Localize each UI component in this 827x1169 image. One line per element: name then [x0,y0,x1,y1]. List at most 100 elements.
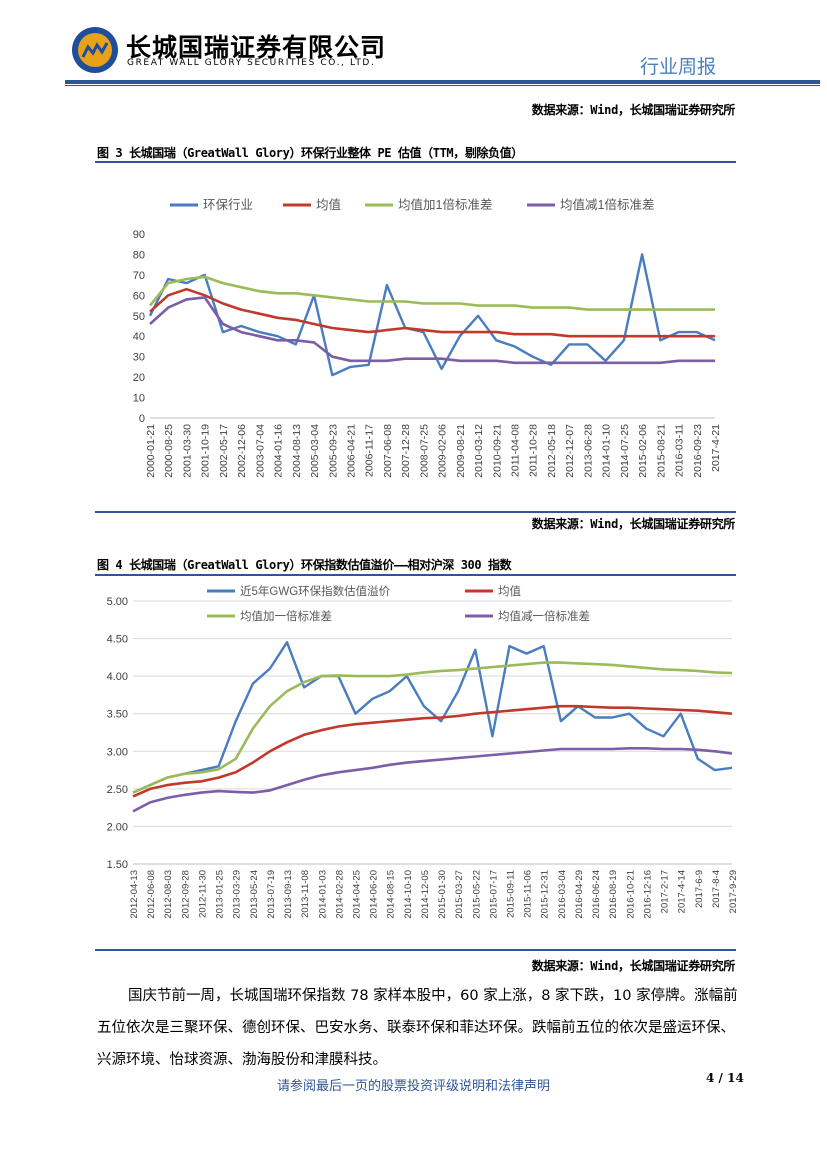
y-tick-label-4: 3.00 [107,746,128,758]
x-tick-label-31: 2016-09-23 [692,424,704,478]
x-tick-label-10: 2005-03-04 [309,424,321,478]
y-tick-label-1: 0 [139,413,145,425]
x-tick-label-28: 2016-06-24 [591,870,602,919]
x-tick-label-16: 2008-07-25 [418,424,430,478]
legend-label-3: 均值加一倍标准差 [240,609,332,623]
header-divider-thin [65,85,820,86]
figure-4-title: 图 4 长城国瑞（GreatWall Glory）环保指数估值溢价——相对沪深 … [97,558,512,572]
x-tick-label-9: 2004-08-13 [291,424,303,478]
page-number: 4 / 14 [706,1071,744,1085]
legend-label-2: 均值 [498,585,521,598]
x-tick-label-16: 2014-08-15 [386,870,397,919]
data-source-fig4: 数据来源：Wind，长城国瑞证券研究所 [531,959,736,973]
x-tick-label-22: 2011-10-28 [528,424,540,477]
series-line-4 [149,296,715,365]
y-tick-label-1: 1.50 [107,859,128,871]
x-tick-label-26: 2016-03-04 [557,870,568,919]
x-tick-label-25: 2013-06-28 [582,424,594,478]
x-tick-label-17: 2014-10-10 [403,870,414,919]
x-tick-label-12: 2014-01-03 [317,870,328,919]
x-tick-label-24: 2012-12-07 [564,424,576,478]
legend-label-2: 均值 [316,197,341,212]
x-tick-label-6: 2002-12-06 [236,424,248,478]
legend-label-1: 环保行业 [203,198,253,212]
series-line-3 [132,661,733,794]
company-name-en: GREAT WALL GLORY SECURITIES CO., LTD. [127,58,376,68]
x-tick-label-11: 2005-09-23 [327,424,339,478]
x-tick-label-9: 2013-07-19 [266,870,277,919]
x-tick-label-8: 2004-01-16 [273,424,285,478]
x-tick-label-25: 2015-12-31 [540,870,551,919]
legend-label-3: 均值加1倍标准差 [398,197,492,212]
x-tick-label-5: 2012-11-30 [197,870,208,918]
x-tick-label-33: 2017-4-14 [677,870,688,913]
company-name-cn: 长城国瑞证券有限公司 [126,33,387,62]
x-tick-label-21: 2015-05-22 [471,870,482,919]
x-tick-label-20: 2010-09-21 [491,424,503,478]
y-tick-label-6: 4.00 [107,671,128,683]
x-tick-label-30: 2016-10-21 [625,870,636,919]
figure-3-top-rule [95,161,736,163]
y-tick-label-10: 90 [133,229,145,241]
figure-3-bottom-rule [95,511,736,513]
x-tick-label-4: 2012-09-28 [180,870,191,919]
logo-wall-mark [81,42,109,58]
legend-label-4: 均值减1倍标准差 [560,197,654,212]
header-divider [65,80,820,84]
x-tick-label-15: 2014-06-20 [369,870,380,919]
x-tick-label-31: 2016-12-16 [642,870,653,919]
x-tick-label-6: 2013-01-25 [215,870,226,919]
x-tick-label-19: 2015-01-30 [437,870,448,919]
x-tick-label-2: 2012-06-08 [146,870,157,919]
y-tick-label-9: 80 [133,249,145,261]
x-tick-label-29: 2015-08-21 [655,424,667,478]
series-line-1 [148,253,716,377]
report-type-label: 行业周报 [640,56,717,78]
x-tick-label-13: 2006-11-17 [364,424,376,477]
series-line-3 [148,275,715,311]
x-tick-label-23: 2012-05-18 [546,424,558,478]
x-tick-label-28: 2015-02-06 [637,424,649,478]
x-tick-label-34: 2017-6-9 [694,870,705,908]
x-tick-label-36: 2017-9-29 [728,870,736,913]
data-source-fig3: 数据来源：Wind，长城国瑞证券研究所 [531,517,736,531]
y-tick-label-8: 70 [133,270,145,282]
x-tick-label-21: 2011-04-08 [510,424,522,477]
y-tick-label-5: 40 [133,331,145,343]
x-tick-label-15: 2007-12-28 [400,424,412,478]
x-tick-label-19: 2010-03-12 [473,424,485,478]
figure-3-title: 图 3 长城国瑞（GreatWall Glory）环保行业整体 PE 估值（TT… [97,146,523,160]
x-tick-label-30: 2016-03-11 [674,424,686,477]
figure-4-bottom-rule [95,949,736,951]
series-line-2 [149,287,715,338]
x-tick-label-10: 2013-09-13 [283,870,294,919]
x-tick-label-35: 2017-8-4 [711,870,722,908]
figure-4-top-rule [95,574,736,576]
x-tick-label-27: 2014-07-25 [619,424,631,478]
series-line-2 [132,704,733,798]
x-tick-label-24: 2015-11-06 [523,870,534,918]
data-source-top: 数据来源：Wind，长城国瑞证券研究所 [531,103,736,117]
y-tick-label-3: 2.50 [107,784,128,796]
x-tick-label-8: 2013-05-24 [249,870,260,919]
legend-label-4: 均值减一倍标准差 [498,609,590,623]
series-line-1 [132,641,733,794]
x-tick-label-26: 2014-01-10 [601,424,613,478]
y-tick-label-3: 20 [133,372,145,384]
x-tick-label-13: 2014-02-28 [334,870,345,919]
x-tick-label-27: 2016-04-29 [574,870,585,919]
y-tick-label-6: 50 [133,311,145,323]
x-tick-label-29: 2016-08-19 [608,870,619,919]
x-tick-label-7: 2013-03-29 [232,870,243,919]
series-line-4 [132,747,733,813]
x-tick-label-5: 2002-05-17 [218,424,230,478]
footer-disclaimer-note: 请参阅最后一页的股票投资评级说明和法律声明 [276,1079,550,1094]
legend-label-1: 近5年GWG环保指数估值溢价 [240,584,391,598]
y-tick-label-7: 4.50 [107,634,128,646]
y-tick-label-5: 3.50 [107,709,128,721]
body-paragraph: 国庆节前一周，长城国瑞环保指数 78 家样本股中，60 家上涨，8 家下跌，10… [97,988,738,1068]
y-tick-label-4: 30 [133,352,145,364]
great-wall-logo-icon [72,27,118,73]
x-tick-label-18: 2014-12-05 [420,870,431,919]
